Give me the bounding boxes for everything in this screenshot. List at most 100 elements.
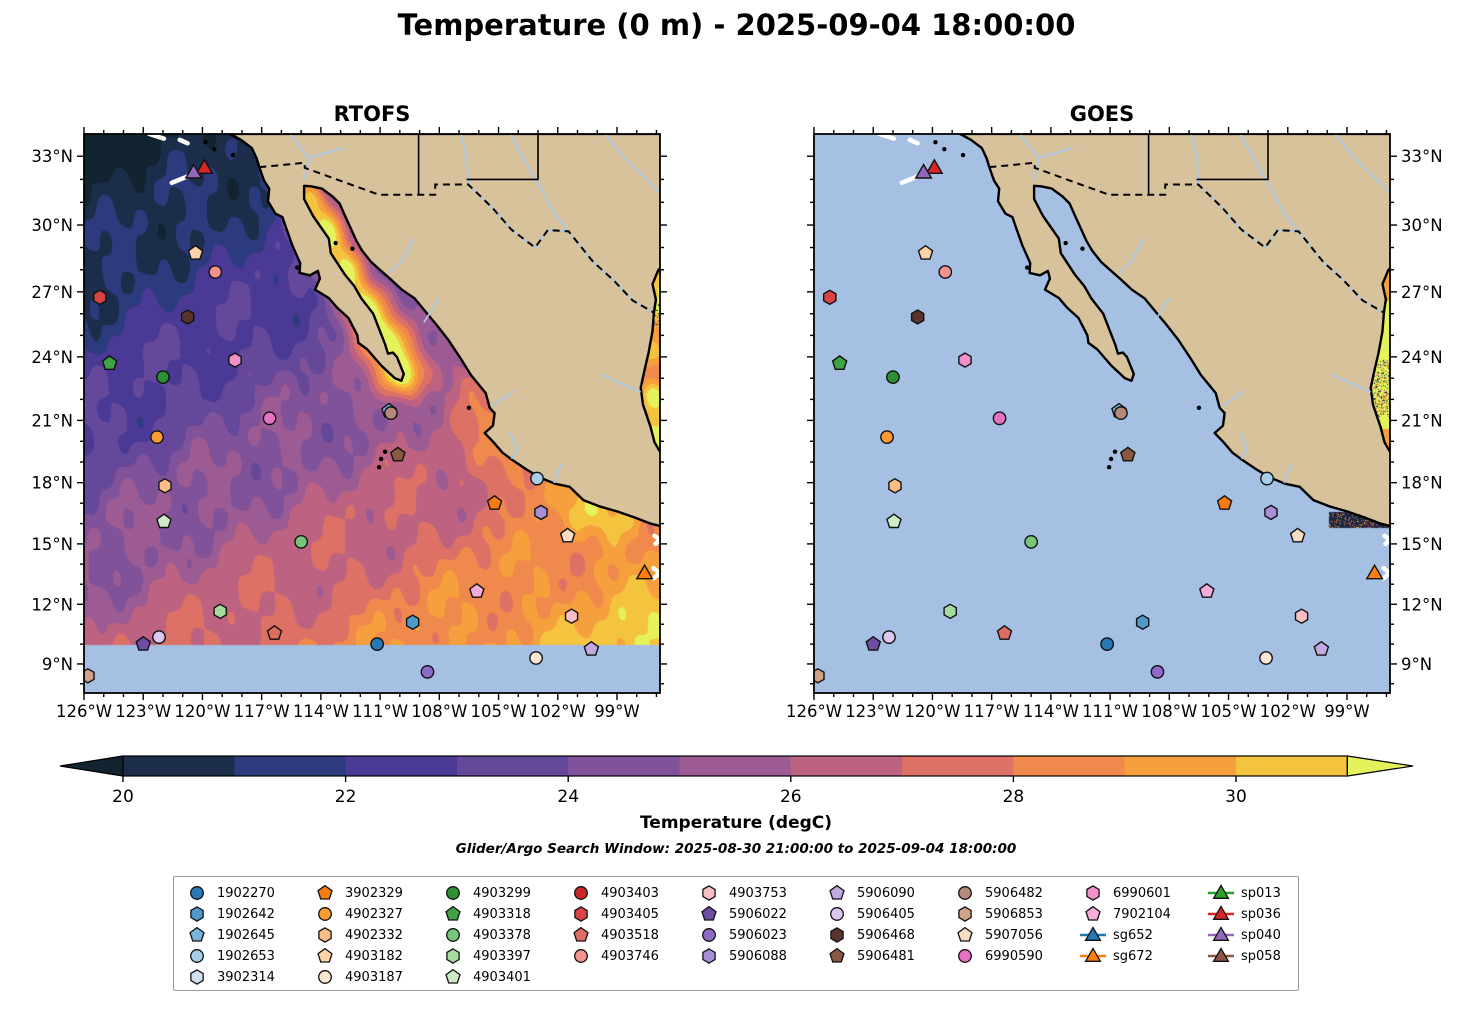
legend-entry-4902327: 4902327 bbox=[311, 904, 403, 924]
marker-4903318 bbox=[101, 355, 118, 370]
marker-5906481 bbox=[389, 446, 406, 462]
marker-4903401 bbox=[156, 513, 172, 529]
marker-5906090 bbox=[1313, 640, 1330, 656]
island bbox=[1024, 265, 1030, 270]
circle-marker-icon bbox=[190, 949, 204, 963]
x-tick-label: 99°W bbox=[1324, 702, 1370, 721]
marker-5906023 bbox=[1150, 664, 1165, 679]
x-tick-label: 105°W bbox=[1201, 702, 1257, 721]
river bbox=[308, 147, 343, 159]
circle-marker-icon bbox=[318, 970, 332, 984]
marker-sp036 bbox=[925, 158, 944, 175]
legend-label: 4903397 bbox=[473, 948, 531, 964]
island bbox=[1112, 449, 1118, 454]
circle-marker-icon bbox=[318, 907, 332, 921]
goes-panel-title: GOES bbox=[1070, 102, 1135, 126]
colorbar-tick-label: 20 bbox=[112, 787, 134, 807]
hexagon-marker-icon bbox=[830, 927, 844, 943]
marker-sp036 bbox=[195, 158, 214, 175]
marker-5906853 bbox=[84, 667, 95, 684]
circle-marker-icon bbox=[446, 928, 460, 942]
legend-entry-5907056: 5907056 bbox=[951, 925, 1043, 945]
colorbar-under-arrow bbox=[59, 755, 124, 777]
hexagon-marker-icon bbox=[702, 885, 716, 901]
marker-6990601 bbox=[958, 352, 972, 368]
legend-entry-4903746: 4903746 bbox=[567, 946, 659, 966]
legend-entry-5906481: 5906481 bbox=[823, 946, 915, 966]
marker-4903401 bbox=[886, 513, 902, 529]
glider-track-white bbox=[651, 565, 660, 581]
island bbox=[1108, 456, 1114, 462]
legend-entry-5906468: 5906468 bbox=[823, 925, 915, 945]
legend-label: 4903403 bbox=[601, 885, 659, 901]
legend-entry-sp036: sp036 bbox=[1207, 904, 1281, 924]
us-mexico-border bbox=[989, 161, 1385, 314]
colorbar-tick-label: 22 bbox=[335, 787, 357, 807]
island bbox=[466, 405, 472, 411]
us-mexico-border bbox=[259, 161, 655, 314]
pentagon-marker-icon bbox=[573, 926, 589, 942]
circle-marker-icon bbox=[574, 949, 588, 963]
river bbox=[604, 134, 660, 194]
x-tick-label: 117°W bbox=[234, 702, 290, 721]
island bbox=[1196, 405, 1202, 411]
marker-4903405 bbox=[823, 289, 837, 306]
legend-label: 4903753 bbox=[729, 885, 787, 901]
marker-1902270 bbox=[370, 637, 385, 652]
marker-4903378 bbox=[294, 534, 309, 549]
island bbox=[933, 139, 938, 145]
marker-1902642 bbox=[1135, 614, 1150, 631]
pentagon-marker-icon bbox=[189, 926, 205, 942]
marker-5906482 bbox=[1114, 406, 1128, 420]
legend-label: 1902645 bbox=[217, 927, 275, 943]
marker-4903518 bbox=[996, 624, 1013, 640]
marker-4903299 bbox=[886, 370, 900, 385]
x-tick-label: 108°W bbox=[411, 702, 467, 721]
y-tick-label: 12°N bbox=[1401, 595, 1443, 614]
x-tick-label: 102°W bbox=[1260, 702, 1316, 721]
legend-label: sp040 bbox=[1241, 927, 1281, 943]
x-tick-label: 105°W bbox=[471, 702, 527, 721]
glider-marker-icon bbox=[1208, 947, 1234, 962]
x-tick-label: 126°W bbox=[786, 702, 842, 721]
x-tick-label: 117°W bbox=[964, 702, 1020, 721]
state-border bbox=[1196, 134, 1269, 181]
state-border bbox=[466, 134, 539, 181]
colorbar-band bbox=[123, 756, 235, 776]
island bbox=[378, 456, 384, 462]
island bbox=[212, 146, 217, 152]
legend-label: 5906468 bbox=[857, 927, 915, 943]
legend-label: 5906088 bbox=[729, 948, 787, 964]
search-window-subtitle: Glider/Argo Search Window: 2025-08-30 21… bbox=[456, 841, 1017, 857]
legend-entry-sg672: sg672 bbox=[1079, 946, 1153, 966]
circle-marker-icon bbox=[446, 886, 460, 900]
marker-1902642 bbox=[405, 614, 420, 631]
river bbox=[1283, 463, 1293, 484]
river bbox=[388, 238, 415, 274]
legend-label: sp036 bbox=[1241, 906, 1281, 922]
legend-label: 5906482 bbox=[985, 885, 1043, 901]
legend-entry-5906853: 5906853 bbox=[951, 904, 1043, 924]
marker-5906468 bbox=[180, 309, 195, 325]
marker-4903405 bbox=[92, 289, 107, 306]
river bbox=[1222, 390, 1245, 407]
y-tick-label: 15°N bbox=[31, 535, 73, 554]
glider-track-white bbox=[652, 533, 660, 547]
legend-label: 4902327 bbox=[345, 906, 403, 922]
marker-5906022 bbox=[865, 635, 882, 651]
legend-entry-5906090: 5906090 bbox=[823, 883, 915, 903]
glider-track-white bbox=[907, 137, 920, 146]
hexagon-marker-icon bbox=[958, 906, 972, 922]
legend-label: 4903518 bbox=[601, 927, 659, 943]
legend-entry-1902270: 1902270 bbox=[183, 883, 275, 903]
legend-entry-5906482: 5906482 bbox=[951, 883, 1043, 903]
legend-entry-4903397: 4903397 bbox=[439, 946, 531, 966]
island bbox=[1063, 240, 1068, 246]
legend-entry-5906088: 5906088 bbox=[695, 946, 787, 966]
legend-label: 3902329 bbox=[345, 885, 403, 901]
x-tick-label: 120°W bbox=[174, 702, 230, 721]
legend-label: 5906405 bbox=[857, 906, 915, 922]
island bbox=[230, 152, 236, 158]
legend-label: 5907056 bbox=[985, 927, 1043, 943]
